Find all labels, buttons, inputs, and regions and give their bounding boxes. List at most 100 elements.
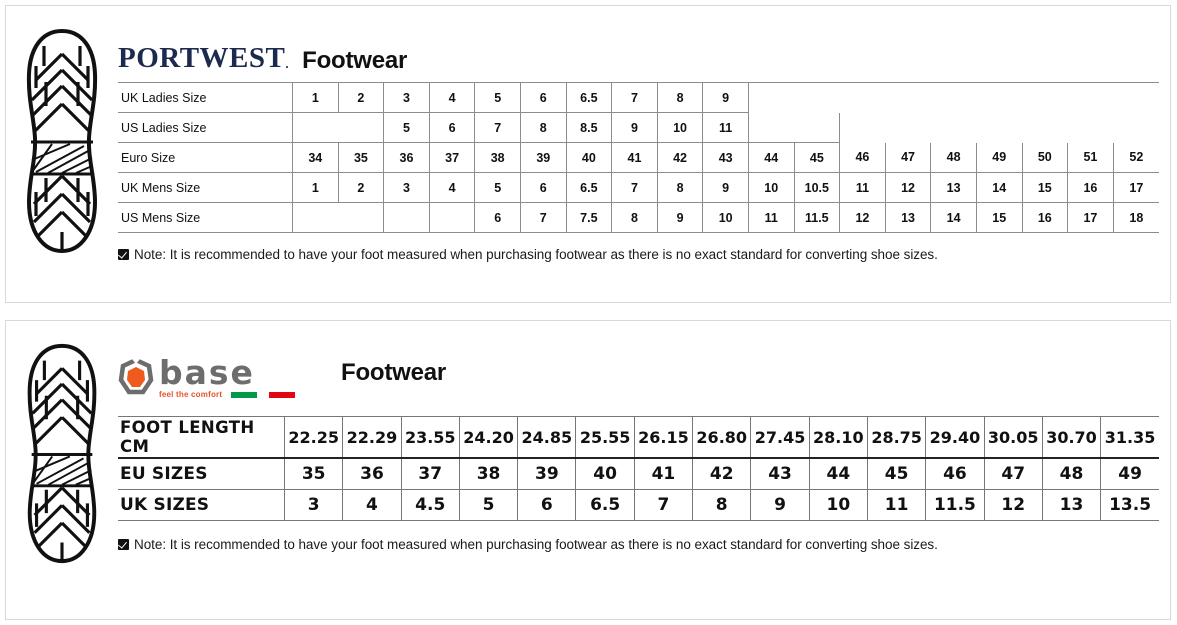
- cell: 14: [976, 172, 1023, 203]
- cell: 11.5: [925, 489, 985, 521]
- cell: 9: [657, 202, 704, 233]
- cell-empty: [794, 112, 841, 143]
- checkbox-checked-icon: [118, 249, 129, 260]
- cell: 39: [520, 142, 567, 173]
- cell: 4: [429, 82, 476, 113]
- cell: 7: [611, 172, 658, 203]
- cell: 40: [566, 142, 613, 173]
- table-row: UK SIZES 3 4 4.5 5 6 6.5 7 8 9 10 11 11.…: [118, 489, 1159, 521]
- cell: 5: [474, 82, 521, 113]
- cell: 24.20: [459, 416, 519, 459]
- cell: 26.80: [692, 416, 752, 459]
- cell: 4: [429, 172, 476, 203]
- cell: 35: [338, 142, 385, 173]
- shoe-sole-icon: [22, 26, 102, 261]
- cell-empty: [1068, 113, 1114, 143]
- cell: 4.5: [401, 489, 460, 521]
- cell-empty: [748, 82, 795, 113]
- cell: 43: [702, 142, 749, 173]
- table-row: Euro Size 34 35 36 37 38 39 40 41 42 43 …: [118, 142, 1159, 173]
- cell: 34: [292, 142, 339, 173]
- cell: 37: [429, 142, 476, 173]
- cell-empty: [931, 113, 977, 143]
- cell-empty: [1022, 82, 1068, 113]
- cell: 6: [520, 82, 567, 113]
- cell: 51: [1067, 142, 1114, 173]
- cell: 27.45: [750, 416, 810, 459]
- cell: 44: [809, 458, 868, 490]
- portwest-note: Note: It is recommended to have your foo…: [118, 247, 1159, 262]
- cell: 30.70: [1042, 416, 1102, 459]
- cell: 50: [1022, 142, 1069, 173]
- cell: 12: [839, 202, 886, 233]
- cell: 52: [1113, 142, 1159, 173]
- cell: 8: [520, 112, 567, 143]
- cell: 25.55: [575, 416, 635, 459]
- row-label-eu-sizes: EU SIZES: [118, 458, 285, 490]
- cell: 37: [401, 458, 460, 490]
- cell-empty: [885, 113, 931, 143]
- cell: 6: [429, 112, 476, 143]
- base-brand-suffix: Footwear: [341, 359, 447, 386]
- row-label-uk-sizes: UK SIZES: [118, 489, 285, 521]
- cell: [292, 202, 339, 233]
- cell: 46: [839, 142, 886, 173]
- cell: 48: [1042, 458, 1102, 490]
- cell: 47: [984, 458, 1043, 490]
- base-brand-header: base feel the comfort Footwear: [118, 356, 1159, 404]
- cell: 22.25: [284, 416, 344, 459]
- cell: 13.5: [1100, 489, 1159, 521]
- portwest-logo: PORTWEST.: [118, 44, 289, 73]
- cell: 12: [885, 172, 932, 203]
- base-wordmark: base feel the comfort: [159, 356, 327, 399]
- cell: 49: [976, 142, 1023, 173]
- cell: 8.5: [566, 112, 613, 143]
- cell: 29.40: [925, 416, 985, 459]
- table-row: UK Ladies Size 1 2 3 4 5 6 6.5 7 8 9: [118, 82, 1159, 113]
- cell: 41: [611, 142, 658, 173]
- note-text: Note: It is recommended to have your foo…: [134, 247, 938, 262]
- portwest-brand-header: PORTWEST. Footwear: [118, 32, 1159, 74]
- cell-empty: [976, 82, 1022, 113]
- cell: 11.5: [794, 202, 841, 233]
- cell: 3: [383, 82, 430, 113]
- cell: 22.29: [342, 416, 402, 459]
- cell: 42: [692, 458, 752, 490]
- cell: 8: [657, 172, 704, 203]
- cell-empty: [839, 82, 886, 113]
- cell: 3: [284, 489, 344, 521]
- cell: [292, 112, 339, 143]
- table-row: UK Mens Size 1 2 3 4 5 6 6.5 7 8 9 10 10…: [118, 172, 1159, 203]
- portwest-logo-text: PORTWEST: [118, 42, 286, 74]
- cell: [429, 202, 476, 233]
- row-label-uk-mens: UK Mens Size: [118, 172, 293, 203]
- cell: 4: [342, 489, 402, 521]
- cell: 8: [692, 489, 752, 521]
- portwest-content: PORTWEST. Footwear UK Ladies Size 1 2 3 …: [118, 32, 1159, 262]
- cell: 49: [1100, 458, 1159, 490]
- row-label-uk-ladies: UK Ladies Size: [118, 82, 293, 113]
- cell: 41: [634, 458, 694, 490]
- base-logo-text: base: [159, 353, 255, 392]
- cell-empty: [930, 82, 977, 113]
- cell: 28.10: [809, 416, 868, 459]
- row-label-us-ladies: US Ladies Size: [118, 112, 293, 143]
- cell: 42: [657, 142, 704, 173]
- cell: [338, 112, 385, 143]
- cell: 13: [930, 172, 977, 203]
- cell: 1: [292, 82, 339, 113]
- cell: 39: [517, 458, 577, 490]
- cell: 44: [748, 142, 795, 173]
- cell: 5: [459, 489, 519, 521]
- cell: 15: [976, 202, 1023, 233]
- cell: 28.75: [867, 416, 927, 459]
- cell: 6: [474, 202, 521, 233]
- cell: 6.5: [566, 82, 613, 113]
- cell: 9: [702, 172, 749, 203]
- cell: 38: [459, 458, 519, 490]
- cell: [338, 202, 385, 233]
- cell: 10: [809, 489, 868, 521]
- cell: 36: [342, 458, 402, 490]
- cell: 7: [634, 489, 694, 521]
